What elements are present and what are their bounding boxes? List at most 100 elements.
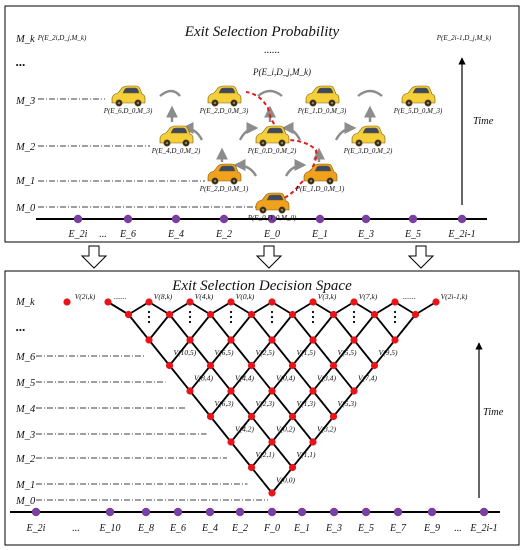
bottom-panel-frame — [4, 270, 520, 546]
top-exit-label: E_2i-1 — [447, 229, 475, 240]
ellipsis-dot — [393, 310, 397, 314]
lattice-node-label: V(0,0) — [276, 476, 295, 485]
bottom-level-mk: M_k — [15, 297, 35, 308]
lattice-nodes — [63, 298, 440, 497]
bottom-exit-dot — [31, 507, 41, 517]
lattice-node — [432, 298, 440, 306]
lattice-node-label: V(1,5) — [297, 348, 316, 357]
bottom-exit-dot — [105, 507, 115, 517]
ellipsis-dot — [352, 315, 356, 319]
ellipsis-dot — [311, 315, 315, 319]
lattice-node — [288, 463, 297, 472]
car-probability-label: P(E_5,D_0,M_3) — [393, 107, 443, 115]
lattice-edge — [312, 390, 335, 418]
bottom-time-label: Time — [483, 407, 504, 418]
ellipsis-dot — [270, 310, 274, 314]
lattice-node — [370, 310, 379, 319]
lattice-vertical-ellipses — [147, 310, 397, 324]
ellipsis-dot — [188, 320, 192, 324]
lattice-edge — [373, 313, 396, 341]
top-level-labels: M_k ... M_3 M_2 M_1 M_0 — [15, 34, 36, 214]
ellipsis-dot — [147, 310, 151, 314]
lattice-edge — [353, 364, 376, 392]
top-flow-arrows — [159, 89, 383, 177]
lattice-node — [350, 298, 358, 306]
top-exit-label: ... — [99, 229, 107, 240]
car-probability-label: P(E_0,D_0,M_0) — [247, 214, 297, 222]
bottom-exit-label: F_0 — [263, 523, 280, 534]
bottom-exit-dot — [393, 507, 403, 517]
lattice-edge — [250, 364, 273, 392]
lattice-node-label: V(5,5) — [338, 348, 357, 357]
top-corner-right: P(E_2i-1,D_j,M_k) — [436, 34, 492, 42]
lattice-edge — [332, 364, 355, 392]
ellipsis-dot — [311, 310, 315, 314]
lattice-edge — [230, 313, 253, 341]
lattice-node — [227, 438, 235, 446]
lattice-node-label: V(4,4) — [235, 374, 254, 383]
lattice-node — [104, 298, 112, 306]
lattice-node — [288, 412, 297, 421]
lattice-edge — [312, 301, 334, 316]
car-probability-label: P(E_0,D_0,M_2) — [247, 147, 297, 155]
lattice-edge — [271, 390, 294, 418]
lattice-edge — [148, 301, 170, 316]
bottom-level-m5: M_5 — [15, 378, 35, 389]
lattice-node — [186, 298, 194, 306]
bottom-level-leaders — [36, 355, 268, 501]
lattice-top-label: V(8,k) — [154, 292, 173, 301]
lattice-node — [186, 387, 194, 395]
lattice-edge — [415, 301, 437, 316]
ellipsis-dot — [270, 320, 274, 324]
bottom-exit-label: ... — [72, 523, 80, 534]
lattice-edge — [189, 364, 212, 392]
car-probability-label: P(E_2,D_0,M_3) — [199, 107, 249, 115]
lattice-node — [63, 298, 71, 306]
top-exit-labels: E_2i... E_6 E_4 E_2 E_0 E_1 E_3 E_5 E_2i-1 — [68, 229, 476, 240]
top-exit-label: E_3 — [357, 229, 374, 240]
bottom-level-m2: M_2 — [15, 454, 36, 465]
lattice-edge — [209, 390, 232, 418]
lattice-edge — [148, 339, 171, 367]
lattice-node-label: V(6,3) — [215, 399, 234, 408]
bottom-level-m1: M_1 — [15, 480, 35, 491]
top-level-m0: M_0 — [15, 203, 36, 214]
top-exit-dots — [73, 214, 467, 224]
lattice-top-label: V(7,k) — [359, 292, 378, 301]
bottom-exit-label: E_2 — [231, 523, 248, 534]
top-exit-dot — [457, 214, 467, 224]
bottom-exit-dot — [427, 507, 437, 517]
bottom-exit-label: E_2i — [26, 523, 46, 534]
top-level-m3: M_3 — [15, 96, 35, 107]
lattice-edge — [189, 390, 212, 418]
top-exit-dot — [267, 214, 277, 224]
lattice-edge — [333, 301, 355, 316]
bottom-exit-dots — [31, 507, 489, 517]
car-probability-label: P(E_4,D_0,M_2) — [151, 147, 201, 155]
lattice-node-label: V(7,4) — [358, 374, 377, 383]
ellipsis-dot — [229, 320, 233, 324]
lattice-edge — [230, 390, 253, 418]
bottom-exit-label: E_2i-1 — [469, 523, 497, 534]
lattice-top-label: V(3,k) — [318, 292, 337, 301]
lattice-top-label: V(4,k) — [195, 292, 214, 301]
top-prob-label: P(E_i,D_j,M_k) — [252, 67, 311, 77]
lattice-edge — [353, 301, 375, 316]
lattice-edge — [128, 301, 150, 316]
lattice-edge — [209, 313, 232, 341]
lattice-edge — [312, 364, 335, 392]
lattice-edge — [210, 301, 232, 316]
top-exit-dot — [361, 214, 371, 224]
lattice-node — [247, 463, 256, 472]
bottom-level-dots: ... — [16, 319, 26, 334]
lattice-edge — [250, 441, 273, 469]
lattice-edge — [230, 441, 253, 469]
lattice-edge — [271, 313, 294, 341]
lattice-edge — [332, 390, 355, 418]
panel-transition-arrows — [80, 245, 435, 269]
lattice-node-label: V(0,4) — [276, 374, 295, 383]
car-probability-label: P(E_1,D_0,M_1) — [295, 185, 345, 193]
lattice-node — [268, 336, 276, 344]
bottom-title: Exit Selection Decision Space — [171, 278, 352, 294]
lattice-edge — [250, 390, 273, 418]
